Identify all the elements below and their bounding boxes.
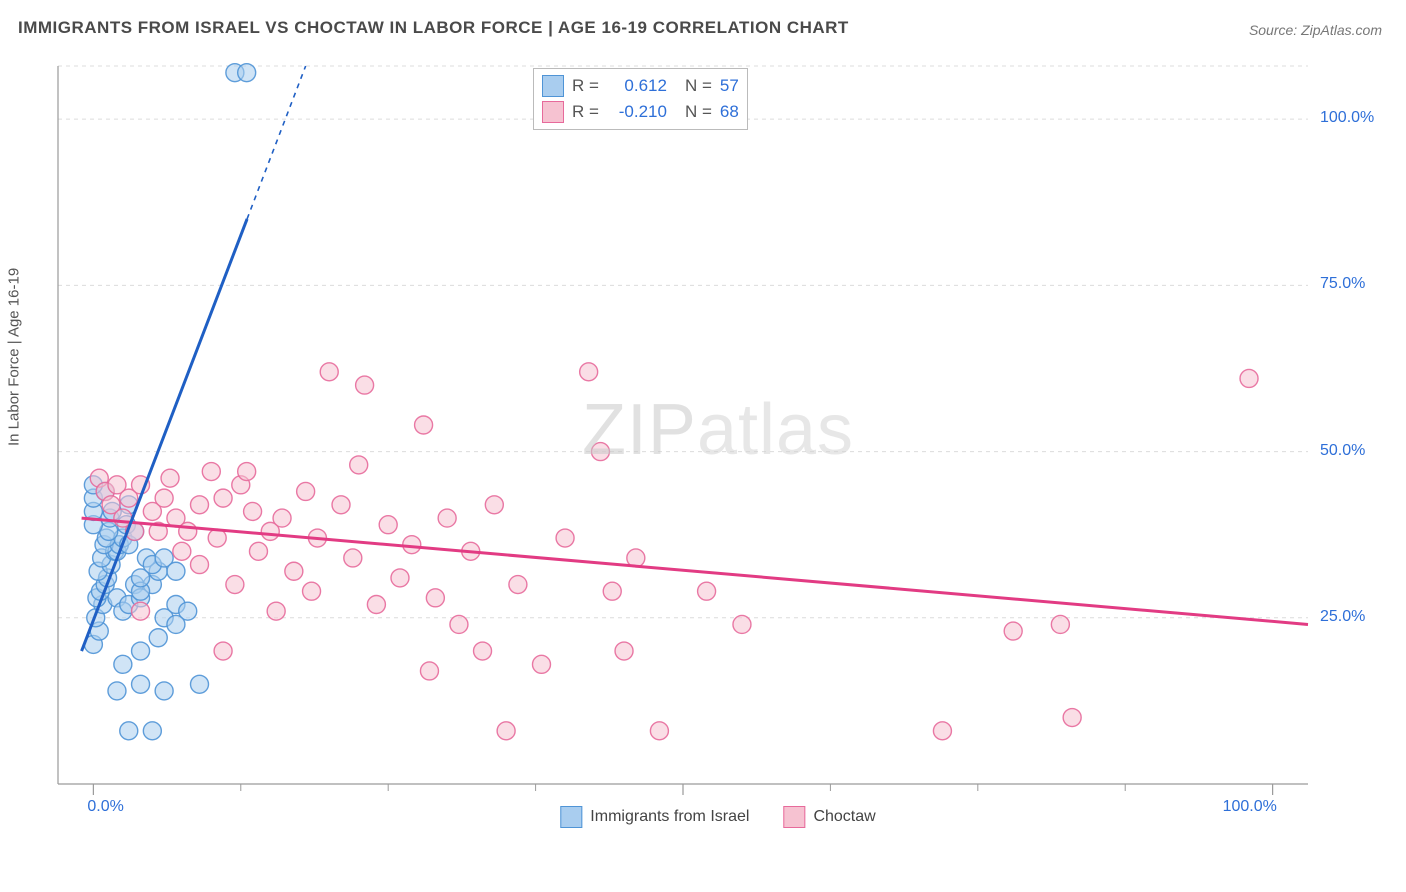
stats-row-series1: R = 0.612 N = 57 — [542, 73, 739, 99]
scatter-plot-svg — [48, 60, 1388, 830]
stats-row-series2: R = -0.210 N = 68 — [542, 99, 739, 125]
x-tick-label: 100.0% — [1223, 798, 1277, 816]
n-label-1: N = — [685, 73, 712, 99]
y-tick-label: 100.0% — [1320, 109, 1374, 127]
x-tick-label: 0.0% — [87, 798, 123, 816]
r-label-1: R = — [572, 73, 599, 99]
stats-legend-box: R = 0.612 N = 57 R = -0.210 N = 68 — [533, 68, 748, 130]
legend-item-series2: Choctaw — [783, 806, 875, 828]
n-value-2: 68 — [720, 99, 739, 125]
legend-swatch-series1 — [560, 806, 582, 828]
x-legend: Immigrants from Israel Choctaw — [560, 806, 875, 828]
r-label-2: R = — [572, 99, 599, 125]
n-label-2: N = — [685, 99, 712, 125]
y-tick-label: 75.0% — [1320, 275, 1365, 293]
plot-area: ZIPatlas R = 0.612 N = 57 R = -0.210 N =… — [48, 60, 1388, 830]
swatch-series1 — [542, 75, 564, 97]
r-value-2: -0.210 — [607, 99, 667, 125]
swatch-series2 — [542, 101, 564, 123]
chart-container: IMMIGRANTS FROM ISRAEL VS CHOCTAW IN LAB… — [0, 0, 1406, 892]
legend-swatch-series2 — [783, 806, 805, 828]
y-tick-label: 25.0% — [1320, 608, 1365, 626]
legend-label-series2: Choctaw — [813, 808, 875, 826]
y-tick-label: 50.0% — [1320, 442, 1365, 460]
legend-label-series1: Immigrants from Israel — [590, 808, 749, 826]
page-title: IMMIGRANTS FROM ISRAEL VS CHOCTAW IN LAB… — [18, 18, 849, 38]
y-axis-label: In Labor Force | Age 16-19 — [6, 268, 23, 446]
n-value-1: 57 — [720, 73, 739, 99]
source-label: Source: ZipAtlas.com — [1249, 22, 1382, 38]
legend-item-series1: Immigrants from Israel — [560, 806, 749, 828]
r-value-1: 0.612 — [607, 73, 667, 99]
